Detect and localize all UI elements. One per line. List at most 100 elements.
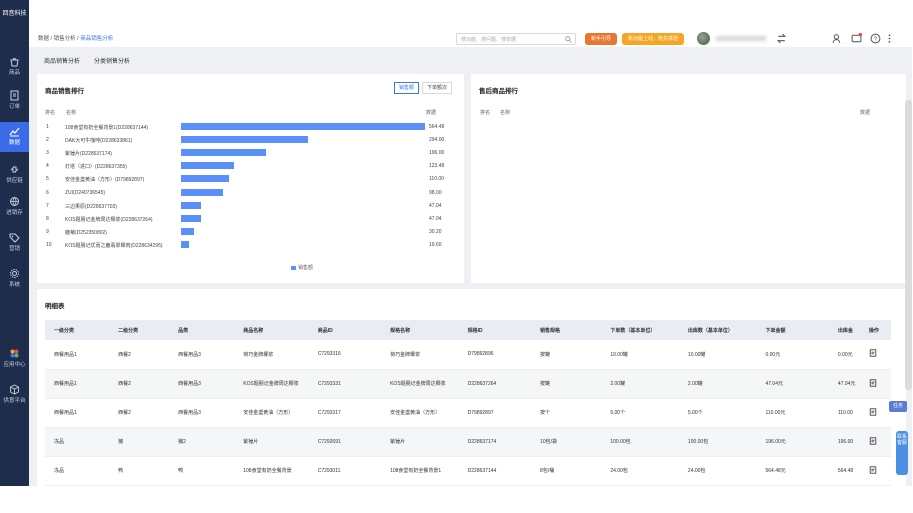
column-header: 销售规格 [531, 320, 602, 340]
guide-button[interactable]: 新手引导 [585, 33, 618, 45]
sidebar-item-label: 应用中心 [3, 362, 26, 368]
avatar[interactable] [697, 32, 710, 45]
rank-number: 6 [46, 189, 49, 196]
column-header: 下单金额 [756, 320, 829, 340]
task-button[interactable]: 任务 [889, 401, 907, 412]
column-header: 操作 [859, 320, 891, 340]
scrollbar[interactable] [905, 100, 912, 390]
service-button[interactable]: 联系客服 [896, 431, 908, 475]
row-action[interactable] [859, 369, 891, 399]
sidebar-item-3[interactable]: 供应链 [0, 160, 29, 190]
rank-number: 9 [46, 228, 49, 235]
table-cell: 10.00罐 [601, 340, 679, 370]
detail-icon[interactable] [869, 349, 877, 357]
table-cell: 按罐 [531, 369, 602, 399]
rank-number: 4 [46, 163, 49, 170]
svg-text:?: ? [874, 37, 878, 43]
rank-bar[interactable] [181, 123, 425, 130]
rank-number: 1 [46, 124, 49, 130]
rank-bar[interactable] [181, 227, 195, 235]
sidebar-item-5[interactable]: 营销 [0, 228, 29, 258]
table-cell: 10包/袋 [531, 427, 602, 457]
table-row: 西餐用品1 西餐2 西餐用品3 KOS题朋记金牌周达椰浆 C7293331 KOS题朋记金… [45, 369, 891, 399]
table-cell: 108食堂有奶全餐背景1 [381, 456, 459, 486]
sidebar-item-8[interactable]: 供意平台 [0, 380, 29, 410]
sidebar-item-6[interactable]: 系统 [0, 264, 29, 294]
rank-bar[interactable] [181, 240, 190, 248]
table-cell: 西餐用品1 [45, 340, 110, 370]
tab-product-sales[interactable]: 商品销售分析 [44, 59, 81, 65]
rank-bar[interactable] [181, 201, 202, 209]
panel-title: 商品销售排行 [45, 88, 84, 95]
sidebar-item-label: 供应链 [6, 178, 23, 184]
col-rank: 排名 [480, 110, 491, 116]
table-cell: 2.00罐 [678, 369, 757, 399]
message-icon[interactable] [851, 33, 862, 44]
user-group-icon[interactable] [832, 33, 843, 44]
table-cell: 10.00罐 [678, 340, 757, 370]
row-action[interactable] [859, 398, 891, 428]
table-cell: C7293317 [308, 398, 382, 428]
sales-ranking-panel: 商品销售排行 销售额 下单额次 排名 名称 数据 1 108食堂有奶全餐背景1(D… [37, 74, 464, 283]
table-cell: 564.48 [828, 456, 860, 486]
sidebar-item-2[interactable]: 数据 [0, 122, 29, 152]
username-blurred[interactable] [716, 36, 766, 41]
rank-number: 10 [46, 241, 52, 248]
detail-icon[interactable] [869, 407, 877, 416]
rank-product-name: 鹿菊(D252350802) [65, 229, 107, 236]
help-icon[interactable]: ? [870, 33, 881, 44]
search-input[interactable]: 搜功能、搜问题、搜单据 [456, 33, 576, 45]
row-action[interactable] [859, 340, 891, 370]
table-cell: 紫锤片 [381, 427, 459, 457]
rank-bar[interactable] [181, 175, 229, 183]
aftersale-ranking-panel: 售后商品排行 排名 名称 数据 [471, 74, 906, 283]
sidebar-item-0[interactable]: 商品 [0, 52, 29, 82]
tab-category-sales[interactable]: 分类销售分析 [94, 59, 131, 65]
detail-icon[interactable] [869, 465, 877, 474]
rank-product-name: 灯塔（进口）(D228637355) [65, 164, 127, 171]
rank-product-name: DAK大可牛咖啡(D228633861) [65, 138, 133, 145]
table-cell: 100.00包 [601, 427, 679, 457]
sidebar-item-7[interactable]: 应用中心 [0, 344, 29, 374]
table-cell: 196.00元 [756, 427, 829, 457]
sidebar-item-label: 商品 [8, 70, 20, 76]
row-action[interactable] [859, 427, 891, 457]
table-cell: 西餐2 [109, 340, 170, 370]
new-feature-button[interactable]: 新功能上线，抢先体验 [622, 33, 685, 45]
breadcrumb-data[interactable]: 数据 [38, 36, 50, 42]
toggle-order-count[interactable]: 下单额次 [422, 82, 453, 94]
rank-bar[interactable] [181, 149, 266, 157]
table-cell: 24.00包 [678, 456, 757, 486]
rank-bar[interactable] [181, 136, 309, 144]
table-row: 冻品猪猪2 紫锤片 C7292691 紫锤片 D228637174 10包/袋 100.00… [45, 427, 891, 457]
table-cell: 按罐 [531, 340, 602, 370]
table-cell: 鸭 [109, 456, 170, 486]
bag-icon [10, 58, 19, 67]
table-cell: 108食堂有奶全餐背景 [234, 456, 309, 486]
more-icon[interactable] [884, 33, 895, 44]
breadcrumb-sales[interactable]: 销售分析 [53, 36, 76, 42]
breadcrumb: 数据 / 销售分析 / 商品销售分析 [38, 36, 114, 42]
table-cell: 47.04元 [828, 369, 860, 399]
rank-number: 2 [46, 137, 49, 144]
search-icon [565, 36, 572, 43]
column-header: 规格ID [458, 320, 532, 340]
sidebar-item-1[interactable]: 订单 [0, 86, 29, 116]
detail-icon[interactable] [869, 378, 877, 387]
table-cell: 安佳金盏黄油（方形） [381, 398, 459, 428]
row-action[interactable] [859, 456, 891, 486]
sidebar-item-4[interactable]: 进销存 [0, 192, 29, 222]
column-header: 出库数（基本单位） [678, 320, 757, 340]
toggle-sales-amount[interactable]: 销售额 [394, 82, 420, 94]
table-cell: 564.48元 [756, 456, 829, 486]
col-rank: 排名 [45, 110, 56, 116]
column-header: 二级分类 [109, 320, 170, 340]
rank-bar[interactable] [181, 162, 235, 170]
table-cell: KOS题朋记金牌周达椰浆 [234, 369, 309, 399]
table-row: 西餐用品1 西餐2 西餐用品3 荷巧金牌椰浆 C7293316 荷巧金牌椰浆 D798928… [45, 340, 891, 370]
rank-bar[interactable] [181, 214, 202, 222]
gear-icon [10, 269, 19, 278]
detail-icon[interactable] [869, 436, 877, 445]
rank-bar[interactable] [181, 188, 224, 196]
switch-icon[interactable] [776, 33, 787, 44]
